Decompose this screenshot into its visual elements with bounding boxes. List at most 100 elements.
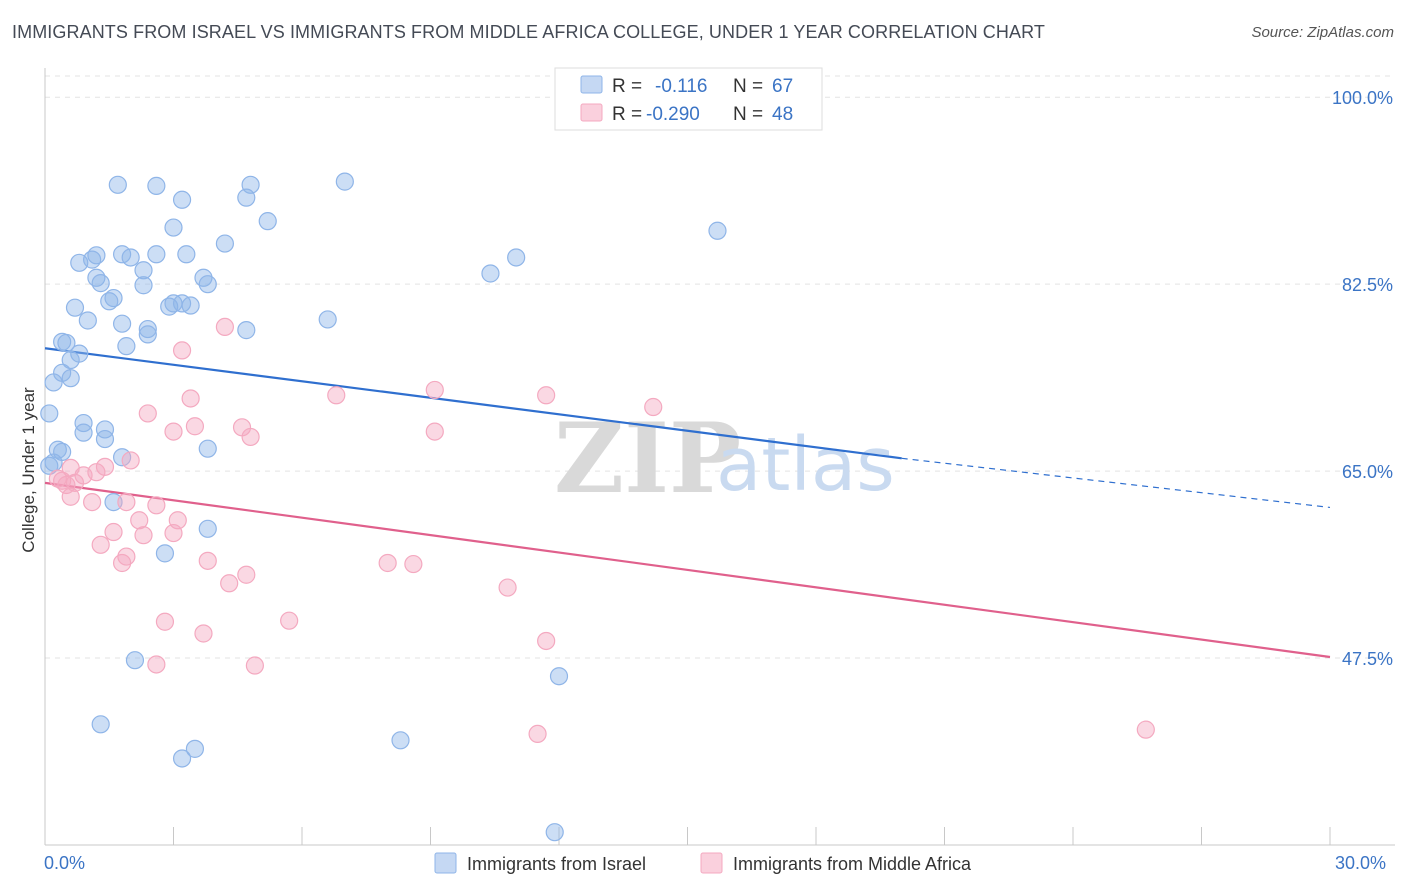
legend-swatch-middle-africa bbox=[580, 103, 603, 122]
point-israel-50 bbox=[95, 429, 115, 449]
y-tick-label-2: 82.5% bbox=[1342, 275, 1393, 295]
point-middle-africa-22 bbox=[147, 496, 166, 515]
point-israel-40 bbox=[117, 337, 136, 356]
x-tick-label-max: 30.0% bbox=[1335, 853, 1386, 873]
legend-r-label-2: R = bbox=[612, 104, 642, 125]
point-middle-africa-46 bbox=[87, 463, 106, 482]
legend-swatch-israel bbox=[580, 75, 603, 94]
legend-n-label: N = bbox=[733, 76, 763, 97]
point-middle-africa-12 bbox=[425, 422, 444, 441]
point-israel-56 bbox=[104, 492, 123, 512]
legend-r-label: R = bbox=[612, 76, 642, 97]
point-middle-africa-40 bbox=[537, 631, 556, 651]
point-middle-africa-47 bbox=[65, 473, 85, 492]
point-israel-34 bbox=[318, 310, 337, 329]
point-middle-africa-21 bbox=[117, 492, 136, 512]
bottom-legend-label-israel: Immigrants from Israel bbox=[467, 854, 646, 874]
bottom-legend: Immigrants from Israel Immigrants from M… bbox=[434, 852, 972, 874]
legend-r-israel: -0.116 bbox=[655, 76, 707, 97]
point-israel-11 bbox=[121, 248, 140, 267]
point-middle-africa-28 bbox=[91, 535, 110, 554]
legend-n-middle-africa: 48 bbox=[772, 104, 793, 125]
point-israel-2 bbox=[172, 190, 192, 209]
point-israel-57 bbox=[198, 519, 217, 538]
point-middle-africa-36 bbox=[498, 578, 517, 597]
point-middle-africa-32 bbox=[237, 565, 256, 584]
point-middle-africa-43 bbox=[528, 724, 547, 744]
point-middle-africa-45 bbox=[48, 469, 67, 488]
point-middle-africa-37 bbox=[155, 612, 175, 631]
point-middle-africa-34 bbox=[404, 554, 423, 574]
bottom-legend-swatch-israel bbox=[434, 852, 457, 874]
legend-n-label-2: N = bbox=[733, 104, 763, 125]
bottom-legend-swatch-middle-africa bbox=[700, 852, 723, 874]
point-israel-42 bbox=[61, 350, 80, 370]
legend-n-israel: 67 bbox=[772, 76, 793, 97]
point-middle-africa-7 bbox=[138, 404, 157, 423]
x-tick-label-min: 0.0% bbox=[44, 853, 85, 873]
y-axis-label: College, Under 1 year bbox=[19, 387, 38, 553]
point-israel-64 bbox=[391, 731, 410, 750]
point-middle-africa-6 bbox=[181, 389, 200, 408]
point-middle-africa-26 bbox=[134, 526, 153, 545]
point-israel-48 bbox=[74, 423, 93, 442]
point-middle-africa-19 bbox=[61, 487, 80, 506]
point-israel-37 bbox=[708, 221, 727, 240]
point-israel-4 bbox=[237, 188, 256, 207]
point-middle-africa-23 bbox=[130, 511, 149, 530]
point-israel-58 bbox=[155, 544, 175, 563]
point-israel-1 bbox=[147, 176, 166, 195]
point-israel-8 bbox=[258, 212, 277, 231]
point-israel-65 bbox=[545, 823, 564, 842]
point-middle-africa-1 bbox=[172, 341, 192, 360]
point-israel-60 bbox=[549, 667, 569, 686]
point-middle-africa-35 bbox=[220, 574, 239, 593]
point-middle-africa-4 bbox=[537, 386, 556, 405]
point-israel-18 bbox=[134, 261, 153, 280]
point-middle-africa-42 bbox=[245, 656, 264, 675]
point-israel-66 bbox=[44, 453, 63, 472]
point-israel-31 bbox=[138, 319, 157, 339]
point-israel-0 bbox=[108, 175, 127, 194]
point-israel-35 bbox=[481, 264, 500, 283]
point-middle-africa-14 bbox=[95, 457, 115, 476]
point-middle-africa-39 bbox=[194, 624, 213, 643]
point-israel-39 bbox=[57, 333, 76, 353]
point-israel-63 bbox=[172, 749, 192, 768]
legend-r-middle-africa: -0.290 bbox=[646, 104, 700, 125]
y-tick-label-0: 47.5% bbox=[1342, 649, 1393, 669]
watermark: ZIP atlas bbox=[554, 402, 895, 515]
point-middle-africa-44 bbox=[1136, 720, 1155, 739]
point-israel-47 bbox=[74, 413, 93, 433]
chart-title: IMMIGRANTS FROM ISRAEL VS IMMIGRANTS FRO… bbox=[12, 22, 1045, 42]
point-middle-africa-0 bbox=[215, 317, 234, 337]
point-israel-30 bbox=[112, 314, 132, 333]
trend-line-middle-africa bbox=[44, 481, 1331, 659]
point-israel-32 bbox=[138, 325, 157, 344]
point-middle-africa-33 bbox=[378, 553, 397, 573]
point-israel-23 bbox=[100, 292, 119, 311]
y-tick-label-3: 100.0% bbox=[1332, 88, 1393, 108]
trend-line-israel bbox=[44, 347, 902, 460]
axes bbox=[44, 68, 1395, 846]
trend-line-israel-extension bbox=[901, 457, 1331, 509]
trend-lines bbox=[44, 347, 1331, 659]
point-israel-13 bbox=[177, 245, 196, 264]
point-israel-6 bbox=[164, 218, 183, 237]
point-israel-7 bbox=[215, 234, 234, 253]
point-middle-africa-5 bbox=[644, 397, 663, 417]
y-tick-label-1: 65.0% bbox=[1342, 462, 1393, 482]
watermark-atlas: atlas bbox=[716, 422, 895, 508]
point-middle-africa-25 bbox=[104, 522, 123, 542]
legend-box: R = -0.116 N = 67 R = -0.290 N = 48 bbox=[554, 67, 823, 131]
point-israel-36 bbox=[507, 248, 526, 267]
point-middle-africa-41 bbox=[147, 655, 166, 674]
point-middle-africa-20 bbox=[83, 492, 102, 512]
point-middle-africa-31 bbox=[112, 553, 132, 573]
point-israel-5 bbox=[335, 172, 354, 191]
point-israel-24 bbox=[65, 298, 85, 317]
point-israel-44 bbox=[61, 369, 80, 388]
point-middle-africa-11 bbox=[241, 427, 260, 447]
point-middle-africa-2 bbox=[327, 386, 346, 405]
